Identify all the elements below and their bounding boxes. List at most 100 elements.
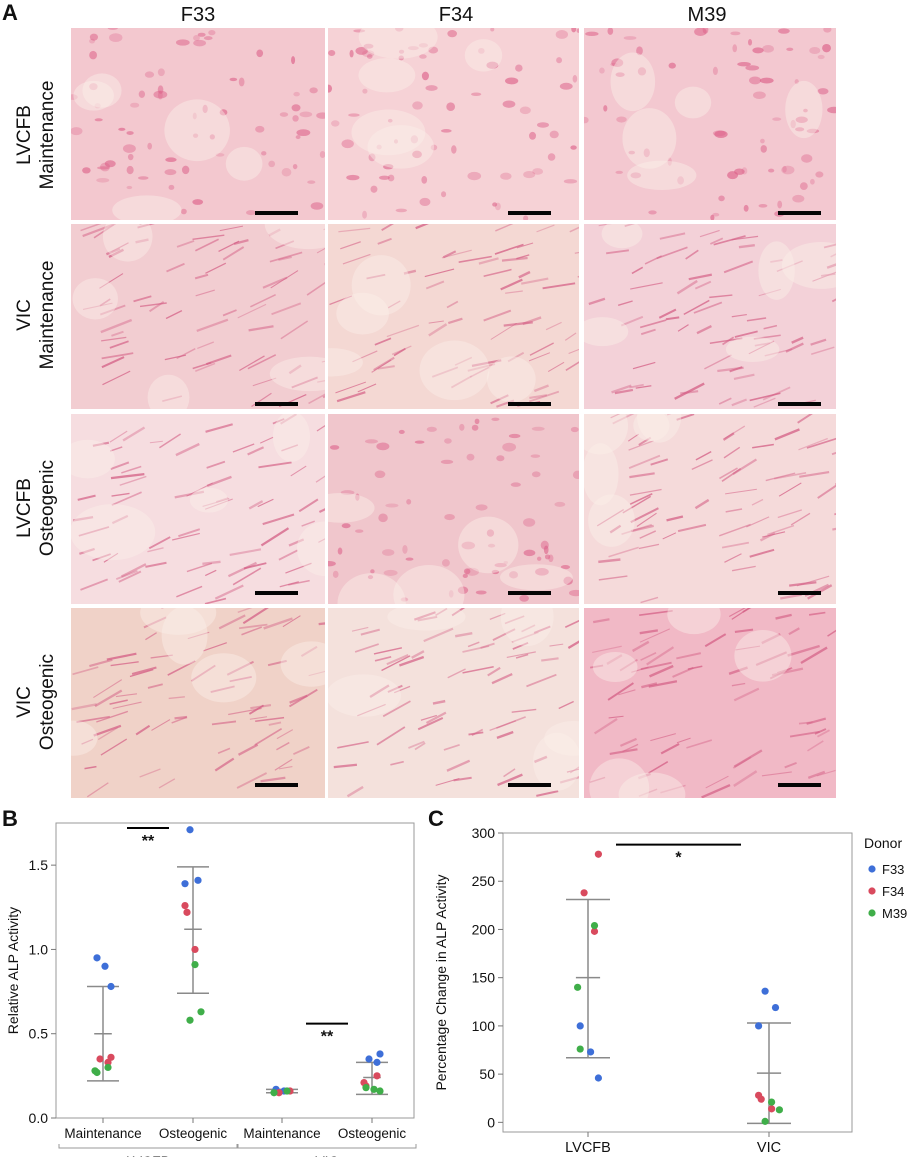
micrograph-cell xyxy=(457,586,469,595)
micrograph-fiber xyxy=(471,359,502,367)
micrograph-fiber xyxy=(666,515,684,522)
micrograph-fiber xyxy=(139,768,161,778)
micrograph-texture xyxy=(328,224,579,408)
micrograph-fiber xyxy=(101,356,125,369)
micrograph-fiber xyxy=(724,553,742,563)
micrograph-fiber xyxy=(705,775,729,789)
micrograph-fiber xyxy=(638,543,660,550)
micrograph-fiber xyxy=(275,240,295,250)
x-tick-label: Maintenance xyxy=(243,1126,320,1141)
micrograph-fiber xyxy=(516,254,530,260)
micrograph-fiber xyxy=(630,507,659,524)
micrograph-cell xyxy=(615,72,625,77)
micrograph-cell xyxy=(340,490,355,495)
micrograph-fiber xyxy=(148,536,171,550)
micrograph-fiber xyxy=(204,498,233,510)
y-tick-label: 0.5 xyxy=(29,1026,49,1042)
micrograph-fiber xyxy=(263,617,293,630)
micrograph-cell xyxy=(523,170,536,179)
micrograph-cell xyxy=(307,180,316,184)
micrograph-fiber xyxy=(674,382,705,400)
micrograph-cell xyxy=(346,174,360,181)
micrograph-fiber xyxy=(288,364,302,375)
micrograph-fiber xyxy=(84,765,97,770)
micrograph-fiber xyxy=(376,726,406,746)
micrograph-cell xyxy=(448,590,454,598)
micrograph-cell xyxy=(486,61,499,69)
micrograph-fiber xyxy=(728,608,746,618)
micrograph-fiber xyxy=(765,472,796,482)
micrograph-fiber xyxy=(774,471,807,480)
micrograph-fiber xyxy=(676,414,695,421)
micrograph-fiber xyxy=(685,249,699,260)
micrograph-pale-region xyxy=(280,641,325,687)
micrograph-fiber xyxy=(269,251,303,263)
micrograph-fiber xyxy=(566,768,579,773)
micrograph-fiber xyxy=(536,790,559,797)
panel-a-letter: A xyxy=(2,0,18,25)
micrograph-fiber xyxy=(89,658,113,668)
micrograph-fiber xyxy=(528,352,551,362)
micrograph-fiber xyxy=(733,373,755,380)
micrograph-fiber xyxy=(762,531,786,538)
micrograph-fiber xyxy=(285,562,312,574)
micrograph-fiber xyxy=(676,652,702,660)
micrograph-pale-region xyxy=(336,292,389,335)
micrograph-fiber xyxy=(742,608,752,613)
micrograph-pale-region xyxy=(161,608,208,665)
micrograph-fiber xyxy=(247,446,265,456)
micrograph-fiber xyxy=(501,256,528,262)
data-point xyxy=(194,876,202,884)
micrograph-fiber xyxy=(81,738,94,745)
micrograph-cell xyxy=(712,66,718,76)
column-header-m39: M39 xyxy=(687,4,727,26)
micrograph-fiber xyxy=(432,699,446,705)
micrograph-fiber xyxy=(785,342,804,353)
y-axis-label: Percentage Change in ALP Activity xyxy=(433,874,449,1090)
micrograph-pale-region xyxy=(633,414,670,442)
micrograph-cell xyxy=(628,150,636,155)
micrograph-cell xyxy=(544,554,551,560)
scale-bar xyxy=(508,402,551,406)
micrograph-cell xyxy=(349,49,354,58)
micrograph-fiber xyxy=(761,633,781,645)
micrograph-fiber xyxy=(101,352,134,360)
micrograph-fiber xyxy=(82,224,114,238)
micrograph-fiber xyxy=(704,354,732,370)
micrograph-fiber xyxy=(258,461,292,469)
micrograph-fiber xyxy=(366,273,386,280)
micrograph-fiber xyxy=(589,776,606,783)
micrograph-cell xyxy=(799,182,808,190)
micrograph-fiber xyxy=(451,608,466,617)
data-point xyxy=(181,902,189,910)
micrograph-fiber xyxy=(214,757,235,772)
micrograph-fiber xyxy=(790,512,811,526)
micrograph-fiber xyxy=(798,437,828,451)
micrograph-cell xyxy=(817,88,829,95)
micrograph-fiber xyxy=(662,532,677,540)
micrograph-fiber xyxy=(204,569,217,577)
micrograph-fiber xyxy=(99,273,124,289)
micrograph-fiber xyxy=(640,596,659,604)
micrograph-cell xyxy=(89,33,98,41)
micrograph-fiber xyxy=(159,433,182,449)
scale-bar xyxy=(508,783,551,787)
micrograph-fiber xyxy=(640,328,656,336)
y-axis-label: Relative ALP Activity xyxy=(5,907,21,1034)
micrograph-fiber xyxy=(827,629,836,637)
micrograph-image xyxy=(584,608,836,798)
micrograph-fiber xyxy=(111,491,142,506)
micrograph-cell xyxy=(419,197,431,207)
micrograph-cell xyxy=(451,145,457,154)
micrograph-pale-region xyxy=(269,356,325,392)
micrograph-fiber xyxy=(521,277,549,285)
micrograph-fiber xyxy=(441,249,472,259)
micrograph-fiber xyxy=(746,516,770,528)
micrograph-texture xyxy=(71,608,325,798)
micrograph-fiber xyxy=(632,361,656,370)
micrograph-fiber xyxy=(770,259,783,263)
micrograph-fiber xyxy=(241,626,263,636)
micrograph-fiber xyxy=(377,237,392,245)
micrograph-fiber xyxy=(398,655,425,667)
micrograph-cell xyxy=(82,167,91,174)
